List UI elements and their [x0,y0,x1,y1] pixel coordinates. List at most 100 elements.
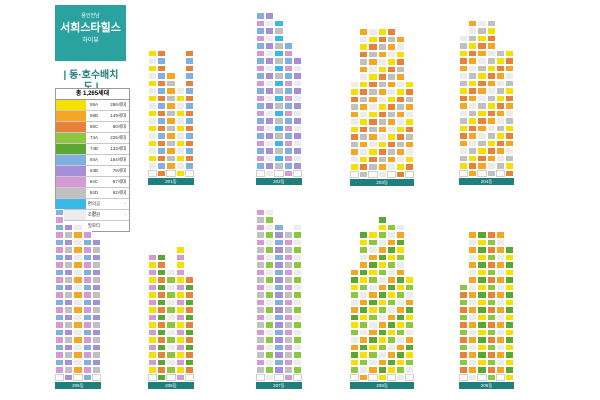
unit-cell [283,268,293,276]
unit-cell [368,336,378,344]
unit-cell [505,154,515,162]
unit-cell [486,231,496,239]
unit-cell [359,298,369,306]
unit-cell [283,162,293,170]
unit-cell [265,343,275,351]
unit-cell [256,216,266,224]
unit-cell [505,102,515,110]
unit-cell [265,117,275,125]
unit-cell [256,283,266,291]
unit-cell [468,358,478,366]
unit-cell [359,313,369,321]
unit-cell [468,79,478,87]
unit-cell [405,88,415,96]
unit-cell [495,306,505,314]
unit-cell [64,313,74,321]
unit-cell [166,117,176,125]
unit-cell [459,328,469,336]
unit-cell [486,366,496,374]
unit-cell [91,283,101,291]
unit-cell [292,64,302,72]
unit-cell [477,64,487,72]
legend-swatch [56,122,86,132]
unit-cell [148,276,158,284]
unit-cell [292,261,302,269]
unit-cell [292,306,302,314]
unit-cell [256,34,266,42]
building-name-label: 208동 [350,382,415,389]
unit-cell [148,102,158,110]
unit-cell [359,336,369,344]
unit-cell [405,343,415,351]
unit-cell [377,351,387,359]
unit-cell [82,253,92,261]
unit-cell [64,283,74,291]
unit-cell [292,298,302,306]
unit-cell [265,154,275,162]
unit-cell [368,140,378,148]
unit-cell [468,373,478,381]
unit-cell [368,238,378,246]
unit-cell [468,42,478,50]
unit-cell [505,124,515,132]
unit-cell [386,88,396,96]
unit-cell [283,154,293,162]
unit-cell [265,162,275,170]
unit-cell [505,49,515,57]
unit-cell [64,231,74,239]
unit-cell [359,283,369,291]
unit-cell [386,231,396,239]
unit-cell [55,246,65,254]
unit-cell [283,306,293,314]
unit-cell [386,223,396,231]
unit-cell [486,19,496,27]
unit-cell [55,351,65,359]
unit-cell [157,64,167,72]
unit-cell [477,49,487,57]
unit-cell [265,246,275,254]
unit-cell [157,343,167,351]
unit-cell [468,238,478,246]
unit-cell [256,313,266,321]
unit-cell [468,132,478,140]
unit-cell [505,291,515,299]
unit-cell [91,343,101,351]
unit-cell [396,268,406,276]
unit-cell [368,170,378,178]
unit-cell [274,238,284,246]
unit-cell [368,50,378,58]
unit-cell [405,148,415,156]
unit-cell [175,373,185,381]
unit-cell [283,291,293,299]
unit-cell [166,169,176,177]
building-name-label: 202동 [256,178,302,185]
unit-cell [283,238,293,246]
unit-cell [396,328,406,336]
unit-cell [175,162,185,170]
unit-cell [377,155,387,163]
unit-cell [505,109,515,117]
unit-cell [486,313,496,321]
unit-cell [359,155,369,163]
unit-cell [405,366,415,374]
unit-cell [283,358,293,366]
unit-cell [350,283,360,291]
unit-cell [486,351,496,359]
unit-cell [396,103,406,111]
unit-cell [505,351,515,359]
unit-cell [350,298,360,306]
unit-cell [396,88,406,96]
unit-cell [55,336,65,344]
unit-cell [256,223,266,231]
unit-cell [166,291,176,299]
unit-cell [283,64,293,72]
unit-cell [292,124,302,132]
unit-cell [396,73,406,81]
unit-cell [495,336,505,344]
unit-cell [495,109,505,117]
unit-cell [386,306,396,314]
unit-cell [91,328,101,336]
unit-cell [505,87,515,95]
unit-cell [73,223,83,231]
unit-cell [292,109,302,117]
